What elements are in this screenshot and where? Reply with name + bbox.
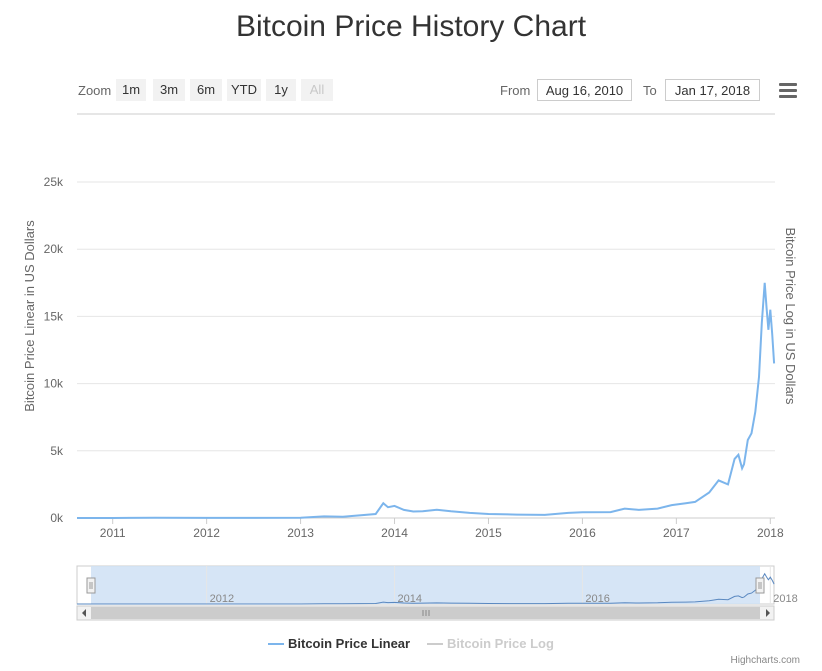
y-tick-label: 25k	[44, 175, 64, 189]
y-tick-label: 20k	[44, 242, 64, 256]
y-axis-title-left: Bitcoin Price Linear in US Dollars	[22, 220, 37, 412]
credits-link[interactable]: Highcharts.com	[730, 655, 800, 666]
scroll-right-arrow-icon[interactable]	[766, 609, 770, 617]
zoom-label: Zoom	[78, 83, 112, 98]
x-tick-label: 2015	[475, 526, 502, 540]
legend-item-bitcoin-price-log[interactable]: Bitcoin Price Log	[427, 636, 554, 651]
zoom-1m-button[interactable]: 1m	[116, 79, 146, 101]
x-tick-label: 2014	[381, 526, 408, 540]
scroll-left-arrow-icon[interactable]	[82, 609, 86, 617]
zoom-ytd-button[interactable]: YTD	[227, 79, 261, 101]
y-tick-label: 10k	[44, 377, 64, 391]
x-tick-label: 2012	[193, 526, 220, 540]
zoom-all-button[interactable]: All	[301, 79, 333, 101]
from-label: From	[500, 83, 531, 98]
x-tick-label: 2017	[663, 526, 690, 540]
x-tick-label: 2016	[569, 526, 596, 540]
x-tick-label: 2011	[100, 526, 126, 540]
from-date-input[interactable]: Aug 16, 2010	[537, 79, 632, 101]
zoom-3m-button[interactable]: 3m	[153, 79, 185, 101]
navigator-left-handle[interactable]	[86, 577, 96, 594]
chart-title: Bitcoin Price History Chart	[235, 10, 587, 43]
navigator-tick-label: 2012	[210, 593, 234, 605]
navigator-tick-label: 2016	[585, 593, 609, 605]
x-tick-label: 2013	[287, 526, 314, 540]
navigator-right-handle[interactable]	[755, 577, 765, 594]
zoom-6m-button[interactable]: 6m	[190, 79, 222, 101]
y-tick-label: 15k	[44, 309, 64, 323]
navigator-selected-range[interactable]	[91, 566, 760, 604]
y-axis-title-right: Bitcoin Price Log in US Dollars	[783, 227, 798, 405]
x-tick-label: 2018	[757, 526, 784, 540]
hamburger-menu-icon[interactable]	[779, 83, 797, 99]
legend-item-bitcoin-price-linear[interactable]: Bitcoin Price Linear	[268, 636, 410, 651]
y-tick-label: 5k	[50, 444, 64, 458]
series-line-bitcoin-price-linear	[77, 282, 776, 519]
y-tick-label: 0k	[50, 511, 64, 525]
navigator-tick-label: 2014	[398, 593, 422, 605]
legend-label-linear: Bitcoin Price Linear	[288, 636, 410, 651]
legend-label-log: Bitcoin Price Log	[447, 636, 554, 651]
to-date-input[interactable]: Jan 17, 2018	[665, 79, 760, 101]
to-label: To	[643, 83, 657, 98]
navigator-tick-label: 2018	[773, 593, 797, 605]
zoom-1y-button[interactable]: 1y	[266, 79, 296, 101]
